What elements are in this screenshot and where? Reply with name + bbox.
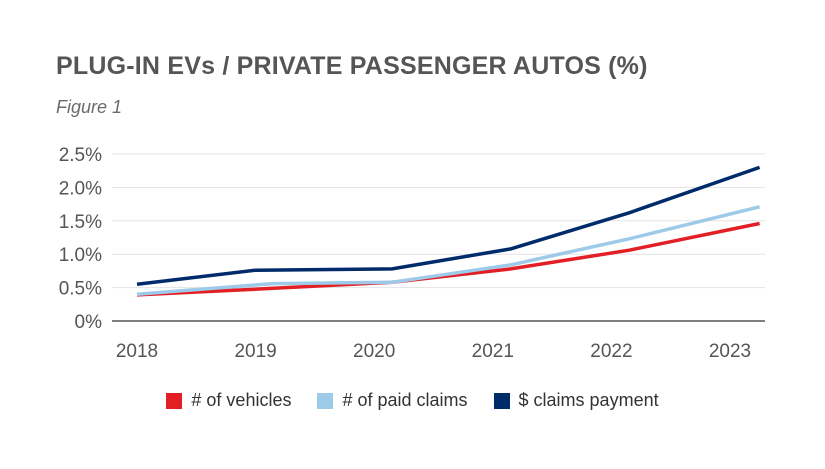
series-line — [136, 165, 761, 287]
y-tick-label: 1.5% — [59, 212, 102, 233]
legend-label: # of paid claims — [342, 390, 468, 410]
legend-item: # of vehicles — [166, 390, 291, 411]
legend-item: # of paid claims — [317, 390, 468, 411]
chart-title: PLUG-IN EVs / PRIVATE PASSENGER AUTOS (%… — [56, 52, 648, 80]
legend-label: # of vehicles — [191, 390, 292, 410]
legend-swatch — [317, 392, 334, 409]
x-tick-label: 2022 — [590, 341, 632, 362]
legend-label: $ claims payment — [518, 390, 659, 410]
x-tick-label: 2021 — [472, 341, 514, 362]
y-tick-label: 1.0% — [59, 245, 102, 266]
legend-swatch — [493, 392, 510, 409]
x-tick-label: 2020 — [353, 341, 395, 362]
x-tick-label: 2023 — [709, 341, 751, 362]
y-tick-label: 2.0% — [59, 178, 102, 199]
y-tick-label: 2.5% — [59, 145, 102, 166]
legend-swatch — [166, 392, 183, 409]
chart-subtitle: Figure 1 — [56, 97, 123, 117]
series-line — [136, 221, 760, 297]
legend-item: $ claims payment — [493, 390, 659, 411]
chart-legend: # of vehicles # of paid claims $ claims pa… — [0, 390, 825, 411]
series-line — [136, 205, 761, 297]
y-tick-label: 0.5% — [59, 279, 102, 300]
x-tick-label: 2018 — [116, 341, 158, 362]
y-tick-label: 0% — [75, 312, 103, 333]
x-tick-label: 2019 — [234, 341, 276, 362]
